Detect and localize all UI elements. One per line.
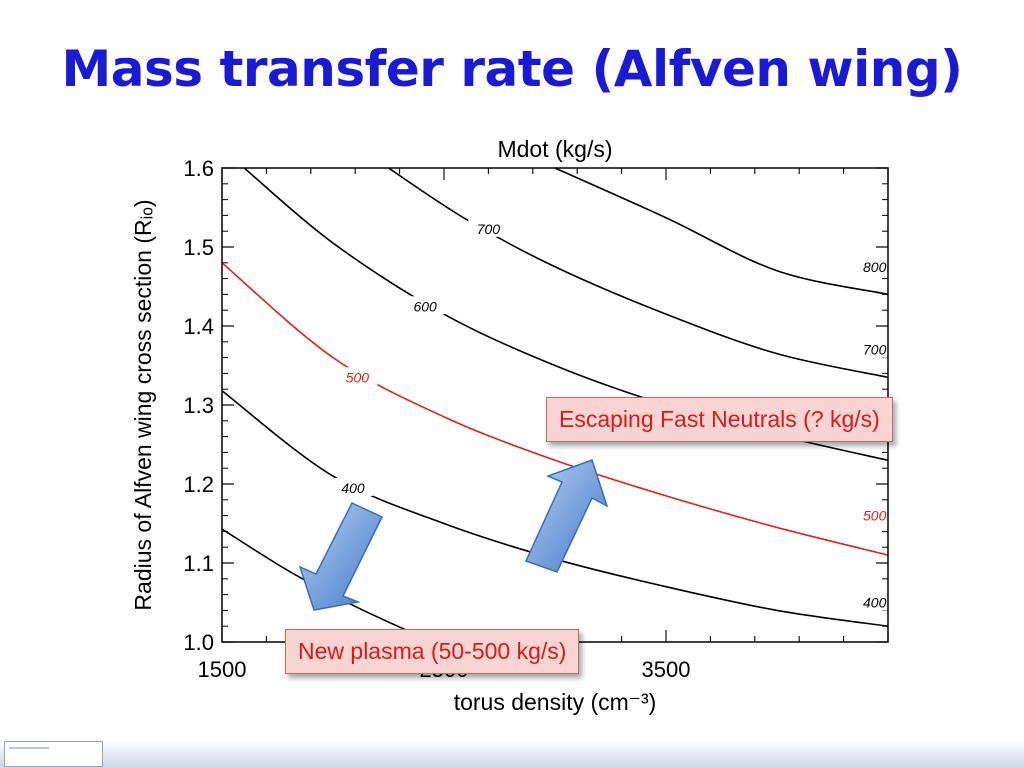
x-tick-label: 3500 [642,657,691,682]
contour-line-800 [554,168,888,296]
contour-label-bg [337,367,378,386]
slide-title: Mass transfer rate (Alfven wing) [61,40,963,98]
x-tick-label: 1500 [198,657,247,682]
callout-escaping-neutrals: Escaping Fast Neutrals (? kg/s) [546,397,893,442]
contour-label-bg [854,339,895,358]
contour-label: 500 [863,508,887,524]
arrow-down-left-icon [298,502,384,611]
chart-title: Mdot (kg/s) [497,136,612,162]
contour-line-700 [388,168,888,379]
callout-new-plasma: New plasma (50-500 kg/s) [285,629,580,674]
contour-label: 700 [477,221,501,237]
contour-label-bg [854,505,895,524]
contour-label: 400 [863,595,887,611]
contour-label: 700 [863,342,887,358]
contour-labels: 700 600 500 400 800 700 500 400 [332,218,895,611]
y-tick-label: 1.5 [183,235,214,260]
contour-line-500 [222,262,888,556]
y-tick-label: 1.2 [183,472,214,497]
contour-label-bg [468,218,509,237]
footer-band [0,740,1024,768]
y-tick-label: 1.6 [183,156,214,181]
contour-label: 800 [863,259,887,275]
contour-label: 500 [346,369,370,385]
contour-label-bg [405,296,446,315]
x-axis-label: torus density (cm⁻³) [454,689,657,715]
y-axis-label: Radius of Alfven wing cross section (Rᵢₒ… [130,199,156,610]
slide-thumbnail[interactable] [4,741,103,767]
y-tick-label: 1.0 [183,630,214,655]
y-tick-label: 1.4 [183,314,214,339]
contour-label: 400 [341,480,365,496]
contour-label: 600 [413,298,437,314]
contour-label-bg [854,592,895,611]
arrow-up-right-icon [524,459,609,573]
y-tick-label: 1.1 [183,551,214,576]
y-tick-label: 1.3 [183,393,214,418]
contour-label-bg [332,477,373,496]
contour-label-bg [854,256,895,275]
